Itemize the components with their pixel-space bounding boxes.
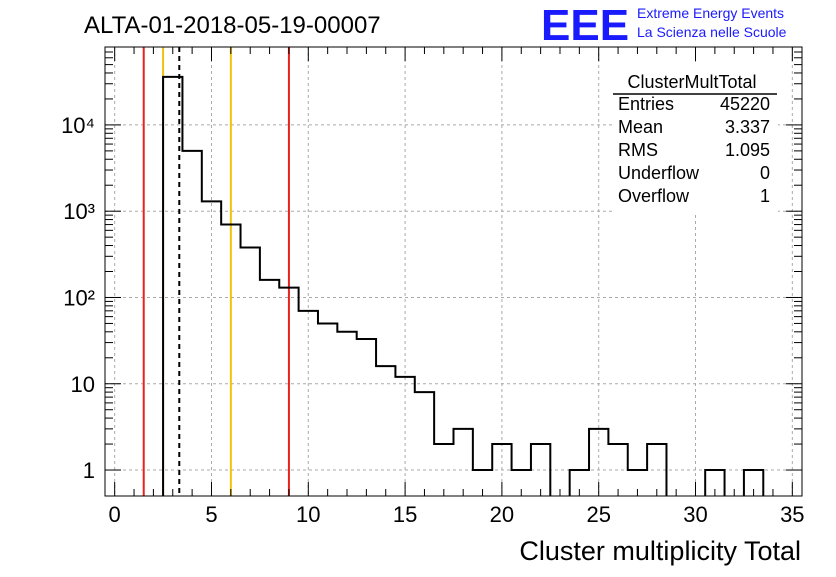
stats-value-rms: 1.095 [725,140,770,160]
stats-label-underflow: Underflow [618,163,700,183]
x-tick-label: 20 [490,502,514,527]
histogram-line [162,75,765,496]
stats-value-underflow: 0 [760,163,770,183]
x-tick-label: 10 [296,502,320,527]
stats-value-mean: 3.337 [725,117,770,137]
stats-label-rms: RMS [618,140,658,160]
y-tick-label: 10³ [63,199,95,224]
eee-logo-text: EEE [541,1,629,50]
x-tick-label: 35 [780,502,804,527]
stats-value-overflow: 1 [760,186,770,206]
eee-logo-line2: La Scienza nelle Scuole [637,24,787,40]
x-tick-label: 30 [683,502,707,527]
stats-label-entries: Entries [618,94,674,114]
histogram-outline [162,75,765,496]
y-tick-label: 10² [63,285,95,310]
stats-label-mean: Mean [618,117,663,137]
eee-logo: EEE Extreme Energy Events La Scienza nel… [541,1,787,50]
x-tick-label: 25 [586,502,610,527]
stats-box-background [612,64,778,212]
x-tick-label: 0 [109,502,121,527]
stats-label-overflow: Overflow [618,186,690,206]
y-tick-label: 10⁴ [61,113,95,138]
stats-box: ClusterMultTotal Entries 45220 Mean 3.33… [612,64,778,212]
x-tick-label: 5 [205,502,217,527]
stats-value-entries: 45220 [720,94,770,114]
x-axis-label: Cluster multiplicity Total [519,536,801,566]
marker-lines [142,47,290,496]
y-tick-label: 10 [71,372,95,397]
stats-box-title: ClusterMultTotal [627,72,756,92]
chart-title: ALTA-01-2018-05-19-00007 [84,12,381,39]
x-tick-label: 15 [393,502,417,527]
eee-logo-line1: Extreme Energy Events [637,5,784,21]
y-tick-label: 1 [83,458,95,483]
